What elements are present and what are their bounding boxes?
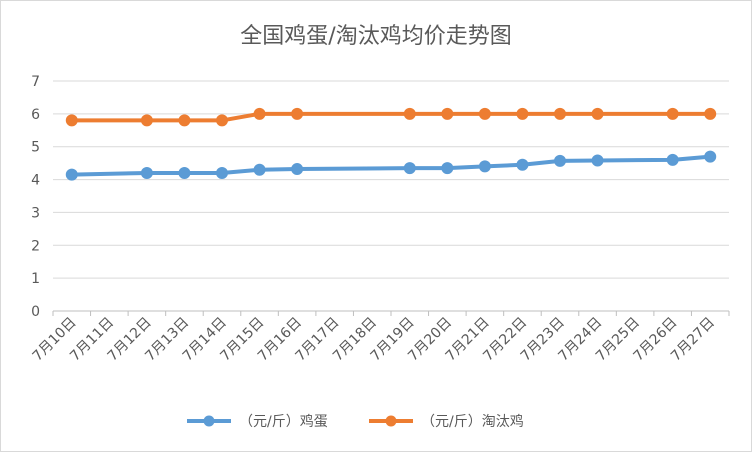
y-tick-label: 3 <box>31 205 40 221</box>
data-point <box>666 153 679 166</box>
series-line-1 <box>69 111 713 123</box>
gridlines <box>53 80 729 312</box>
data-point <box>666 107 679 120</box>
data-point <box>591 154 604 167</box>
y-tick-label: 5 <box>31 140 40 156</box>
y-tick-label: 0 <box>31 304 40 320</box>
data-point <box>291 107 304 120</box>
data-point <box>140 167 153 179</box>
y-tick-label: 4 <box>31 173 40 189</box>
data-point <box>178 167 191 179</box>
data-point <box>216 167 228 179</box>
data-point <box>441 107 454 120</box>
data-point <box>216 114 228 127</box>
series-line-0 <box>69 154 713 177</box>
data-point <box>253 163 266 176</box>
data-point <box>441 162 454 175</box>
data-point <box>554 107 566 120</box>
chart-title: 全国鸡蛋/淘汰鸡均价走势图 <box>240 24 511 49</box>
y-tick-label: 1 <box>31 271 40 287</box>
data-point <box>478 160 491 173</box>
legend-marker-0 <box>203 415 215 427</box>
y-tick-label: 6 <box>31 107 40 123</box>
data-point <box>65 168 78 181</box>
legend-marker-1 <box>385 415 397 427</box>
axes: 012345677月10日7月11日7月12日7月13日7月14日7月15日7月… <box>30 74 730 365</box>
data-point <box>253 107 266 120</box>
data-point <box>403 107 416 120</box>
data-point <box>704 107 717 120</box>
y-tick-label: 2 <box>31 238 40 254</box>
data-point <box>591 107 604 120</box>
series-layer <box>65 107 717 181</box>
data-point <box>65 114 78 127</box>
data-point <box>516 158 529 171</box>
data-point <box>140 114 153 127</box>
data-point <box>178 114 191 127</box>
data-point <box>403 162 416 175</box>
legend-label: （元/斤）淘汰鸡 <box>421 413 524 430</box>
data-point <box>516 107 529 120</box>
legend: （元/斤）鸡蛋 （元/斤）淘汰鸡 <box>187 413 524 430</box>
data-point <box>554 154 566 167</box>
legend-label: （元/斤）鸡蛋 <box>239 413 328 430</box>
data-point <box>478 107 491 120</box>
data-point <box>291 163 304 176</box>
data-point <box>704 150 717 163</box>
y-tick-label: 7 <box>31 74 40 90</box>
